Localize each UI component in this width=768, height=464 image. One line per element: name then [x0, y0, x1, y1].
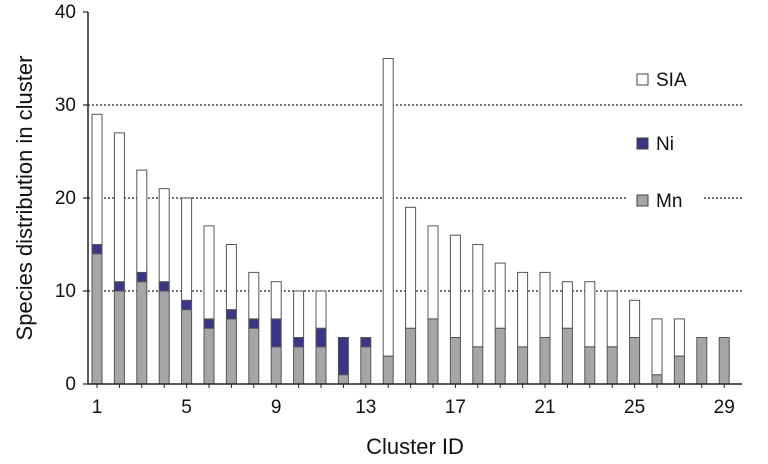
bar-sia-cluster-6 — [203, 225, 215, 320]
bar-sia-cluster-5 — [181, 197, 193, 301]
bar-sia-cluster-24 — [606, 290, 618, 348]
bar-sia-cluster-1 — [91, 113, 103, 245]
bar-mn-cluster-27 — [673, 355, 685, 385]
y-tick-label: 30 — [55, 95, 76, 116]
bar-mn-cluster-11 — [315, 346, 327, 385]
bar-ni-cluster-4 — [158, 281, 170, 292]
bar-sia-cluster-11 — [315, 290, 327, 329]
legend-label-mn: Mn — [656, 191, 682, 212]
bar-sia-cluster-15 — [405, 206, 417, 329]
x-tick-label: 13 — [355, 397, 376, 418]
bar-sia-cluster-7 — [225, 244, 237, 311]
y-axis-title: Species distribution in cluster — [12, 56, 37, 341]
bar-sia-cluster-26 — [651, 318, 663, 376]
bar-mn-cluster-15 — [405, 327, 417, 385]
bar-sia-cluster-25 — [629, 299, 641, 338]
x-ticks: 1 5 9 13 17 21 25 29 — [92, 384, 735, 418]
bar-mn-cluster-28 — [696, 337, 708, 385]
bar-sia-cluster-10 — [293, 290, 305, 338]
bar-mn-cluster-16 — [427, 318, 439, 385]
x-tick-label: 5 — [181, 397, 192, 418]
bar-sia-cluster-18 — [472, 244, 484, 348]
bar-sia-cluster-19 — [494, 262, 506, 329]
bar-ni-cluster-11 — [315, 327, 327, 348]
x-tick-label: 1 — [92, 397, 103, 418]
bar-sia-cluster-27 — [673, 318, 685, 357]
bar-ni-cluster-8 — [248, 318, 260, 329]
bar-ni-cluster-9 — [270, 318, 282, 348]
bar-sia-cluster-14 — [382, 58, 394, 357]
bar-mn-cluster-6 — [203, 327, 215, 385]
x-tick-label: 25 — [624, 397, 645, 418]
bar-sia-cluster-4 — [158, 188, 170, 283]
bar-mn-cluster-7 — [225, 318, 237, 385]
bar-mn-cluster-24 — [606, 346, 618, 385]
x-tick-label: 21 — [534, 397, 555, 418]
bar-mn-cluster-8 — [248, 327, 260, 385]
bar-ni-cluster-13 — [360, 337, 372, 348]
y-ticks: 0 10 20 30 40 — [55, 2, 88, 395]
y-tick-label: 10 — [55, 281, 76, 302]
y-tick-label: 20 — [55, 188, 76, 209]
legend-label-ni: Ni — [656, 134, 674, 155]
bar-sia-cluster-20 — [517, 271, 529, 348]
bar-mn-cluster-25 — [629, 337, 641, 385]
bar-ni-cluster-6 — [203, 318, 215, 329]
bar-mn-cluster-29 — [718, 337, 730, 385]
bar-sia-cluster-17 — [449, 234, 461, 338]
bar-mn-cluster-9 — [270, 346, 282, 385]
bars — [91, 58, 730, 385]
bar-mn-cluster-2 — [113, 290, 125, 385]
x-tick-label: 29 — [714, 397, 735, 418]
bar-mn-cluster-12 — [337, 374, 349, 385]
bar-sia-cluster-2 — [113, 132, 125, 283]
bar-sia-cluster-16 — [427, 225, 439, 320]
bar-ni-cluster-7 — [225, 309, 237, 320]
legend-swatch-mn — [636, 194, 649, 207]
bar-mn-cluster-4 — [158, 290, 170, 385]
bar-mn-cluster-13 — [360, 346, 372, 385]
bar-mn-cluster-1 — [91, 253, 103, 385]
bar-ni-cluster-12 — [337, 337, 349, 376]
bar-mn-cluster-10 — [293, 346, 305, 385]
bar-ni-cluster-2 — [113, 281, 125, 292]
bar-mn-cluster-19 — [494, 327, 506, 385]
legend-label-sia: SIA — [656, 70, 687, 91]
bar-mn-cluster-26 — [651, 374, 663, 385]
legend-swatch-ni — [636, 137, 649, 150]
bar-mn-cluster-22 — [561, 327, 573, 385]
bar-sia-cluster-3 — [136, 169, 148, 273]
bar-ni-cluster-10 — [293, 337, 305, 348]
bar-ni-cluster-1 — [91, 244, 103, 255]
bar-sia-cluster-8 — [248, 271, 260, 320]
bar-ni-cluster-5 — [181, 299, 193, 311]
bar-sia-cluster-23 — [584, 281, 596, 348]
x-axis-title: Cluster ID — [366, 434, 464, 459]
bar-mn-cluster-18 — [472, 346, 484, 385]
bar-sia-cluster-21 — [539, 271, 551, 338]
bar-mn-cluster-3 — [136, 281, 148, 385]
bar-sia-cluster-22 — [561, 281, 573, 329]
bar-mn-cluster-20 — [517, 346, 529, 385]
y-tick-label: 40 — [55, 2, 76, 23]
bar-mn-cluster-21 — [539, 337, 551, 385]
bar-mn-cluster-14 — [382, 355, 394, 385]
legend: SIA Ni Mn — [628, 67, 704, 212]
y-tick-label: 0 — [65, 374, 76, 395]
bar-sia-cluster-9 — [270, 281, 282, 320]
x-tick-label: 9 — [271, 397, 282, 418]
legend-swatch-sia — [636, 73, 649, 86]
bar-mn-cluster-17 — [449, 337, 461, 385]
bar-ni-cluster-3 — [136, 271, 148, 283]
bar-mn-cluster-5 — [181, 309, 193, 385]
x-tick-label: 17 — [445, 397, 466, 418]
bar-mn-cluster-23 — [584, 346, 596, 385]
